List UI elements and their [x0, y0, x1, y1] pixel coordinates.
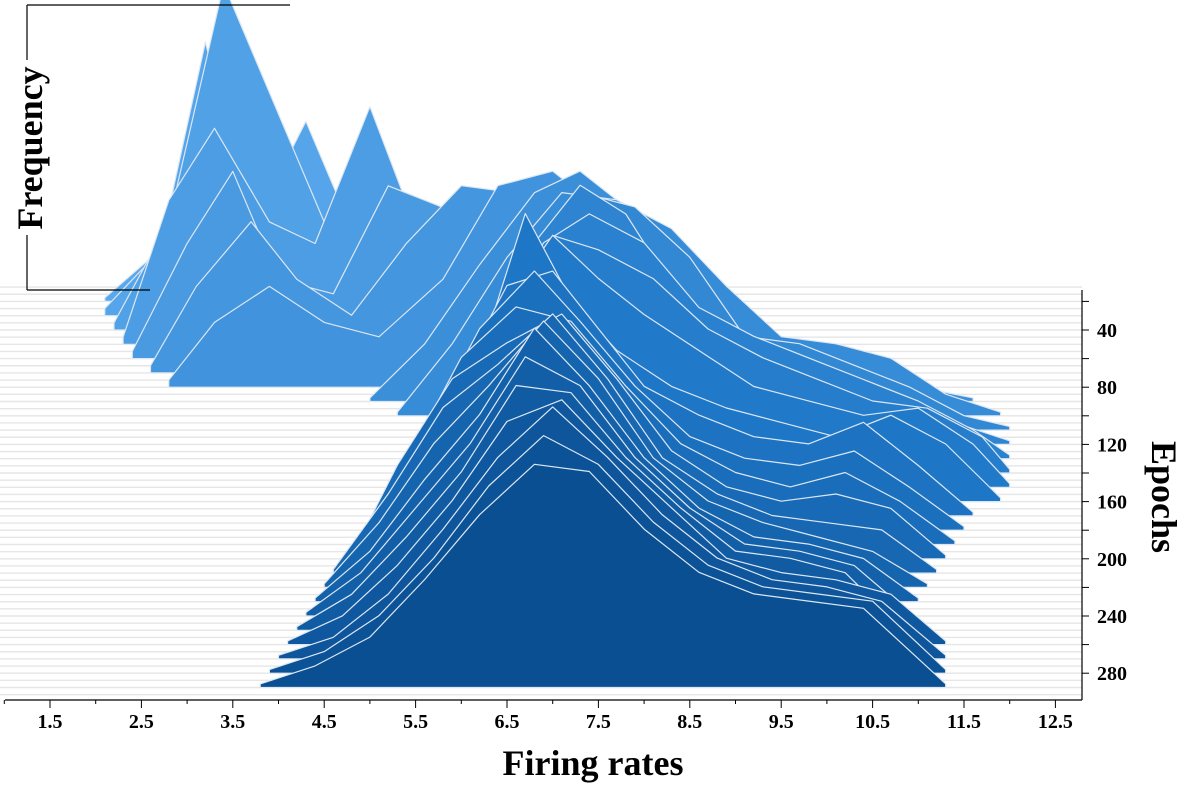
ridges: [104, 0, 1011, 689]
x-tick-label: 9.5: [769, 711, 794, 733]
x-tick-label: 5.5: [403, 711, 428, 733]
y-tick-label: 160: [1097, 492, 1127, 514]
x-tick-label: 8.5: [677, 711, 702, 733]
x-tick-label: 4.5: [312, 711, 337, 733]
x-tick-label: 2.5: [129, 711, 154, 733]
y-tick-label: 200: [1097, 549, 1127, 571]
y-axis-title: Epochs: [1144, 441, 1184, 553]
x-axis: 1.5 2.5 3.5 4.5 5.5 6.5 7.5 8.5 9.5 10.5 11.5 12.5: [3, 699, 1082, 733]
y-axis: 40 80 120 160 200 240 280: [1081, 290, 1127, 700]
y-tick-label: 120: [1097, 434, 1127, 456]
x-tick-label: 1.5: [38, 711, 63, 733]
x-tick-label: 3.5: [220, 711, 245, 733]
y-tick-label: 280: [1097, 663, 1127, 685]
z-axis-title: Frequency: [10, 66, 50, 229]
x-tick-label: 10.5: [855, 711, 890, 733]
y-tick-label: 240: [1097, 606, 1127, 628]
ridge-epoch-290: [259, 463, 947, 689]
y-tick-label: 80: [1097, 377, 1117, 399]
x-tick-label: 6.5: [495, 711, 520, 733]
x-tick-label: 11.5: [947, 711, 981, 733]
z-axis: Frequency: [10, 4, 290, 291]
y-tick-label: 40: [1097, 320, 1117, 342]
x-tick-label: 12.5: [1038, 711, 1073, 733]
x-tick-label: 7.5: [586, 711, 611, 733]
x-axis-title: Firing rates: [503, 743, 684, 783]
